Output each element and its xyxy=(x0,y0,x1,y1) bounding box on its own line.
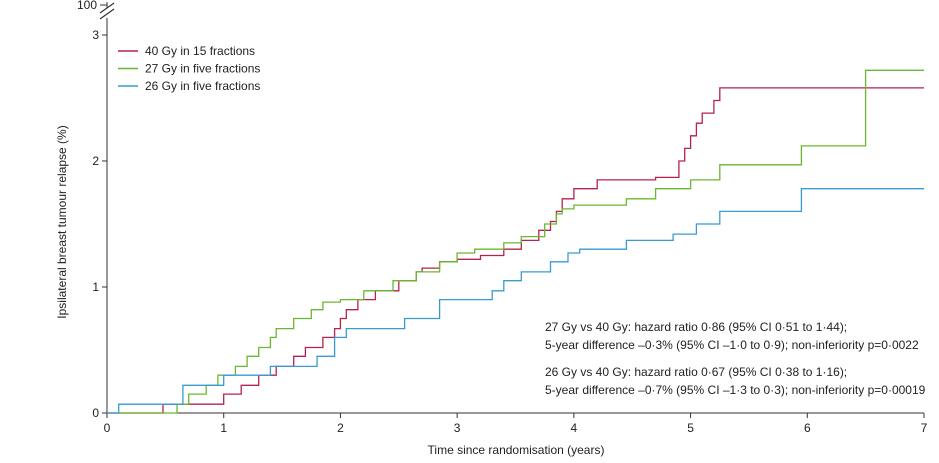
legend: 40 Gy in 15 fractions 27 Gy in five fract… xyxy=(118,44,260,93)
legend-label: 40 Gy in 15 fractions xyxy=(145,44,255,58)
x-tick-label: 5 xyxy=(687,421,694,435)
x-tick-label: 7 xyxy=(921,421,928,435)
annotations: 27 Gy vs 40 Gy: hazard ratio 0·86 (95% C… xyxy=(545,320,926,397)
annotation-line: 5-year difference –0·3% (95% CI –1·0 to … xyxy=(545,338,919,352)
axis-break-mark xyxy=(99,2,115,14)
x-tick-label: 0 xyxy=(104,421,111,435)
series-line-3 xyxy=(107,188,924,414)
y-tick-label: 1 xyxy=(92,280,99,294)
x-tick-label: 3 xyxy=(454,421,461,435)
x-tick-label: 1 xyxy=(220,421,227,435)
axis-break-mark xyxy=(99,8,115,20)
y-tick-label: 3 xyxy=(92,28,99,42)
chart-axes: 100 0 1 2 3 4 5 6 7 0 1 2 3 xyxy=(77,0,928,435)
x-tick-label: 2 xyxy=(337,421,344,435)
y-axis-break-label: 100 xyxy=(77,0,97,12)
series-layer xyxy=(107,69,924,414)
series-line-2 xyxy=(107,69,924,414)
annotation-line: 27 Gy vs 40 Gy: hazard ratio 0·86 (95% C… xyxy=(545,320,847,334)
x-tick-label: 4 xyxy=(571,421,578,435)
x-axis-title: Time since randomisation (years) xyxy=(428,443,605,457)
annotation-line: 26 Gy vs 40 Gy: hazard ratio 0·67 (95% C… xyxy=(545,365,847,379)
x-tick-label: 6 xyxy=(804,421,811,435)
legend-label: 27 Gy in five fractions xyxy=(145,62,260,76)
legend-label: 26 Gy in five fractions xyxy=(145,79,260,93)
y-axis-title: Ipsilateral breast tumour relapse (%) xyxy=(55,125,69,318)
y-tick-label: 2 xyxy=(92,154,99,168)
y-tick-label: 0 xyxy=(92,406,99,420)
annotation-line: 5-year difference –0·7% (95% CI –1·3 to … xyxy=(545,383,926,397)
